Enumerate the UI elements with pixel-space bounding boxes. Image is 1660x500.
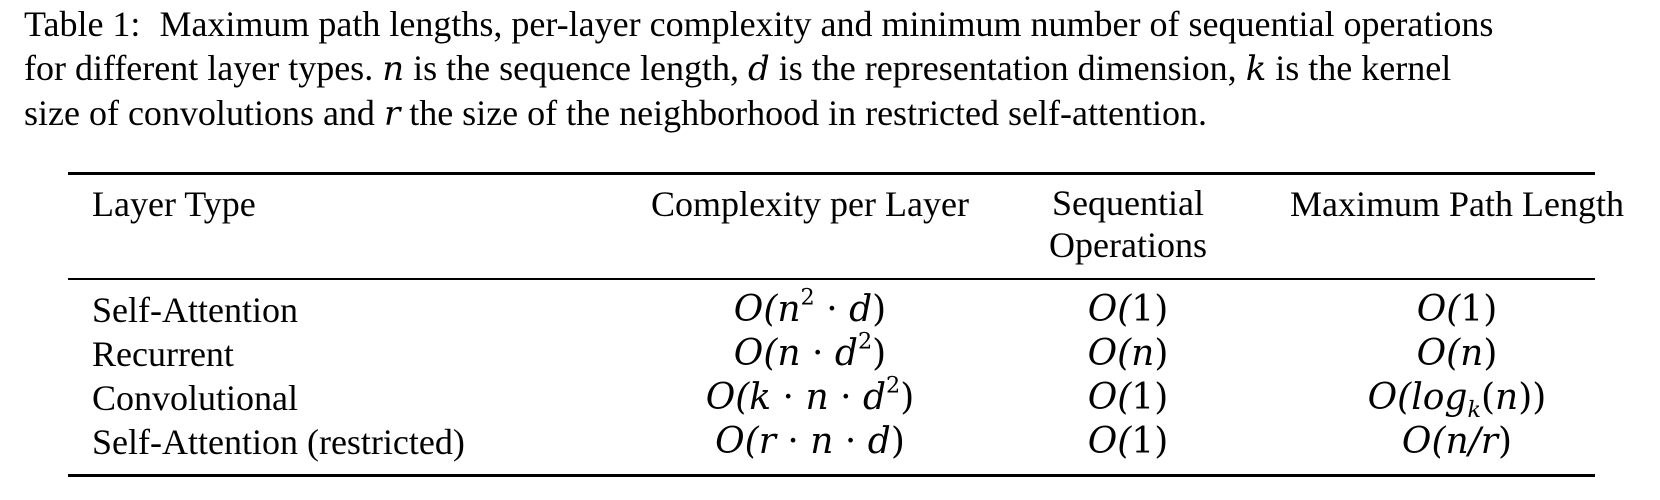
row-0-complexity-e: ) <box>872 289 887 330</box>
row-3-max-path-a: O( <box>1401 421 1446 462</box>
row-0-max-path-c: ) <box>1483 289 1498 330</box>
row-0-sequential-a: O( <box>1087 289 1132 330</box>
row-2-complexity-b: k <box>749 377 772 418</box>
row-1-complexity-d: d <box>834 333 858 374</box>
row-0-layer-type: Self-Attention <box>92 290 298 330</box>
row-1-max-path: O(n) <box>1417 332 1498 376</box>
row-2-complexity-e: · <box>828 377 863 418</box>
caption-line-3: size of convolutions and r the size of t… <box>24 91 1639 136</box>
row-2-max-path-e: )) <box>1518 377 1547 418</box>
row-1-max-path-b: n <box>1460 333 1484 374</box>
var-d: d <box>748 49 770 89</box>
row-2-sequential-c: ) <box>1154 377 1169 418</box>
row-3-complexity-g: ) <box>890 421 905 462</box>
row-1-max-path-a: O( <box>1416 333 1461 374</box>
row-0-complexity: O(n2 · d) <box>733 286 887 332</box>
row-1-max-path-c: ) <box>1483 333 1498 374</box>
row-1-layer-type: Recurrent <box>92 334 234 374</box>
row-2-max-path-a: O( <box>1367 377 1412 418</box>
row-2-max-path-b: log <box>1411 377 1468 418</box>
row-1-sequential-c: ) <box>1154 333 1169 374</box>
row-0-sequential-c: ) <box>1154 289 1169 330</box>
row-3-sequential: O(1) <box>1088 420 1169 464</box>
caption-text-2b: is the sequence length, <box>413 48 740 88</box>
row-3-sequential-c: ) <box>1154 421 1169 462</box>
row-2-complexity-d: n <box>805 377 829 418</box>
row-1-sequential-b: n <box>1131 333 1155 374</box>
row-1-complexity: O(n · d2) <box>733 330 887 376</box>
row-3-sequential-a: O( <box>1087 421 1132 462</box>
caption-label: Table 1: <box>24 4 141 44</box>
row-0-complexity-c: · <box>814 289 850 330</box>
header-sequential-line-1: Sequential <box>1052 183 1204 223</box>
row-0-sequential-b: 1 <box>1131 289 1155 330</box>
var-r: r <box>383 94 401 134</box>
row-0-max-path: O(1) <box>1417 288 1498 332</box>
row-3-layer-type: Self-Attention (restricted) <box>92 422 465 462</box>
row-2-complexity-sup: 2 <box>886 372 901 399</box>
row-0-complexity-d: d <box>849 289 873 330</box>
row-1-complexity-c: · <box>800 333 835 374</box>
row-3-max-path-b: n/r <box>1445 421 1499 462</box>
row-0-max-path-b: 1 <box>1460 289 1484 330</box>
caption-text-3b: the size of the neighborhood in restrict… <box>409 93 1207 133</box>
row-2-max-path-c: ( <box>1481 377 1496 418</box>
caption-text-3a: size of convolutions and <box>24 93 375 133</box>
row-3-complexity-b: r <box>758 421 776 462</box>
row-2-sequential-a: O( <box>1087 377 1132 418</box>
table-top-rule <box>68 172 1595 175</box>
caption-text-2d: is the kernel <box>1275 48 1452 88</box>
row-1-complexity-sup: 2 <box>857 328 873 355</box>
row-2-complexity-c: · <box>771 377 806 418</box>
row-3-complexity: O(r · n · d) <box>715 420 905 464</box>
row-1-complexity-e: ) <box>872 333 887 374</box>
caption-line-2: for different layer types. n is the sequ… <box>24 46 1639 91</box>
table-bottom-rule <box>68 474 1595 477</box>
header-sequential-line-2: Operations <box>1049 225 1207 265</box>
caption-line-1: Table 1: Maximum path lengths, per-layer… <box>24 2 1639 46</box>
var-k: k <box>1245 49 1267 89</box>
header-sequential: Sequential Operations <box>1049 182 1207 266</box>
row-1-complexity-b: n <box>777 333 801 374</box>
row-3-max-path: O(n/r) <box>1402 420 1512 464</box>
row-2-max-path: O(logk(n)) <box>1367 376 1547 423</box>
row-2-complexity-f: d <box>862 377 887 418</box>
caption-text-2a: for different layer types. <box>24 48 374 88</box>
row-3-max-path-c: ) <box>1498 421 1513 462</box>
table-header-rule <box>68 278 1595 280</box>
row-2-complexity: O(k · n · d2) <box>705 374 915 420</box>
row-0-complexity-b: n <box>777 289 801 330</box>
row-3-complexity-a: O( <box>715 421 759 462</box>
row-1-complexity-a: O( <box>733 333 778 374</box>
row-2-complexity-a: O( <box>705 377 750 418</box>
header-complexity: Complexity per Layer <box>651 184 969 224</box>
row-2-layer-type: Convolutional <box>92 378 298 418</box>
row-0-complexity-a: O( <box>733 289 778 330</box>
row-2-max-path-sub: k <box>1467 396 1481 423</box>
row-2-complexity-g: ) <box>900 377 915 418</box>
caption-text-1: Maximum path lengths, per-layer complexi… <box>159 4 1494 44</box>
row-3-complexity-e: · <box>833 421 868 462</box>
row-0-max-path-a: O( <box>1416 289 1461 330</box>
row-3-sequential-b: 1 <box>1131 421 1155 462</box>
var-n: n <box>382 49 405 89</box>
caption-text-2c: is the representation dimension, <box>778 48 1237 88</box>
table-caption: Table 1: Maximum path lengths, per-layer… <box>24 2 1639 136</box>
row-2-max-path-d: n <box>1495 377 1519 418</box>
row-1-sequential-a: O( <box>1087 333 1132 374</box>
row-0-complexity-sup: 2 <box>800 284 815 311</box>
row-0-sequential: O(1) <box>1088 288 1169 332</box>
row-2-sequential-b: 1 <box>1131 377 1155 418</box>
row-3-complexity-d: n <box>810 421 834 462</box>
header-max-path: Maximum Path Length <box>1290 184 1624 224</box>
row-2-sequential: O(1) <box>1088 376 1169 420</box>
row-3-complexity-c: · <box>775 421 811 462</box>
header-layer-type: Layer Type <box>92 184 256 224</box>
row-1-sequential: O(n) <box>1088 332 1169 376</box>
row-3-complexity-f: d <box>867 421 891 462</box>
